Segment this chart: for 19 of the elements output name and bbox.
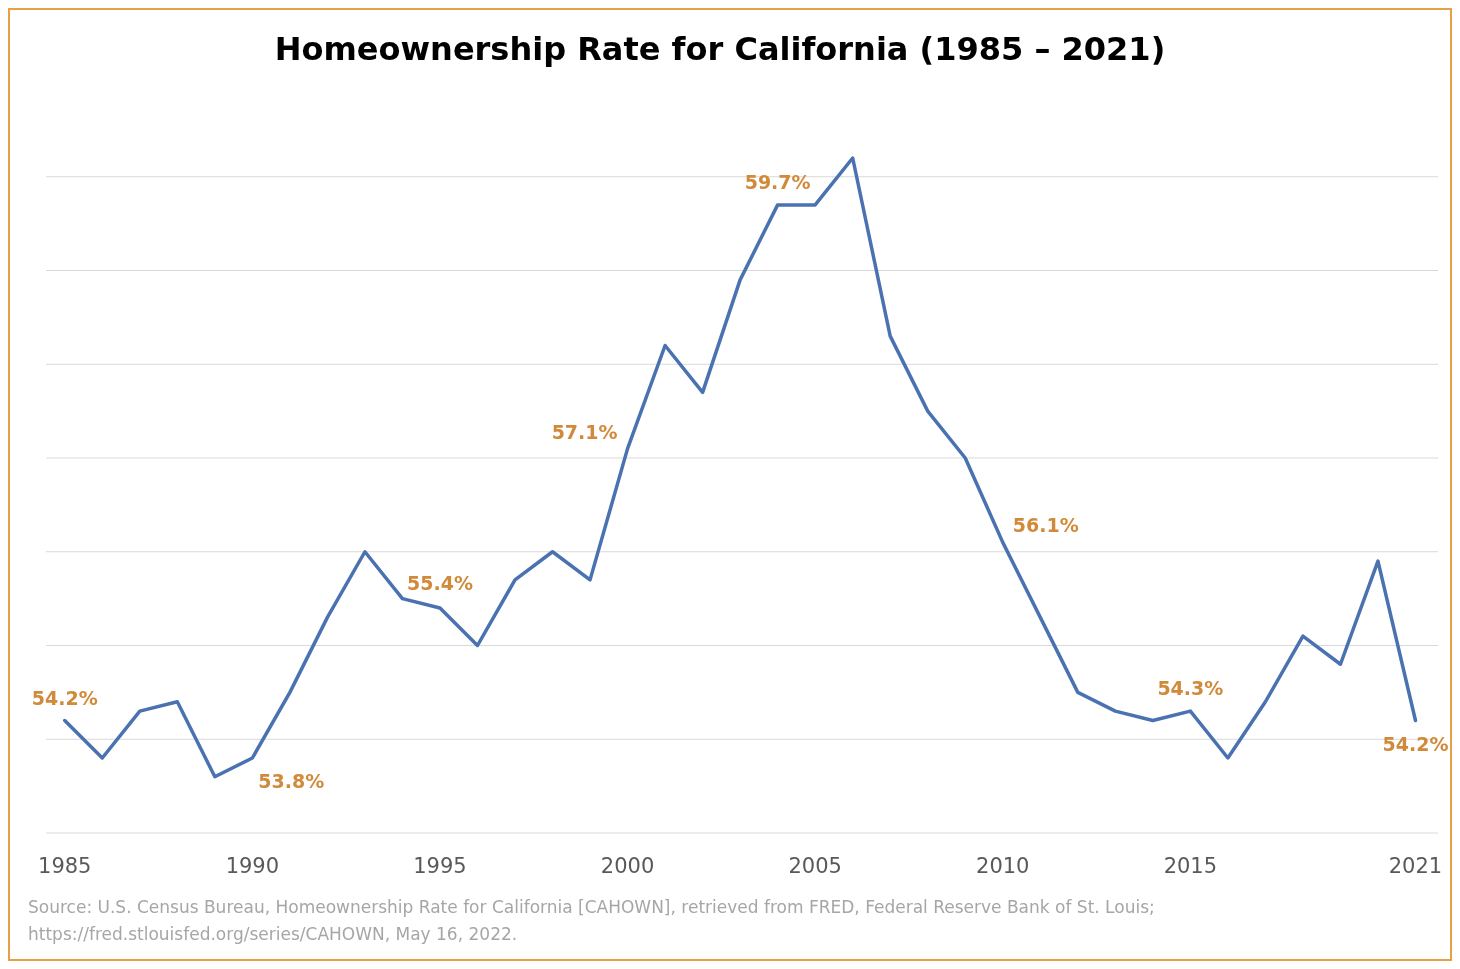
x-tick-label: 1990 <box>225 854 280 878</box>
x-tick-label: 1995 <box>413 854 467 878</box>
source-note: Source: U.S. Census Bureau, Homeownership Rate for California [CAHOWN], retrieved from FRED, Federal Reserve Bank of St. Louis; <box>28 897 1155 917</box>
data-label: 55.4% <box>407 572 473 594</box>
x-tick-label: 2000 <box>600 854 655 878</box>
x-tick-label: 2021 <box>1388 854 1443 878</box>
x-tick-label: 2015 <box>1163 854 1218 878</box>
data-label: 54.3% <box>1157 677 1224 700</box>
data-label: 54.2% <box>1382 732 1449 755</box>
data-label: 56.1% <box>1012 514 1079 537</box>
chart-title: Homeownership Rate for California (1985 – 2021) <box>274 30 1166 68</box>
data-label: 53.8% <box>258 770 325 792</box>
x-tick-label: 1985 <box>38 854 92 878</box>
x-tick-label: 2010 <box>976 854 1030 878</box>
data-label: 54.2% <box>31 686 98 709</box>
data-label: 57.1% <box>551 420 618 443</box>
x-tick-label: 2005 <box>788 854 842 878</box>
data-label: 59.7% <box>744 170 811 193</box>
text: https://fred.stlouisfed.org/series/CAHOWN, May 16, 2022. <box>28 924 518 944</box>
